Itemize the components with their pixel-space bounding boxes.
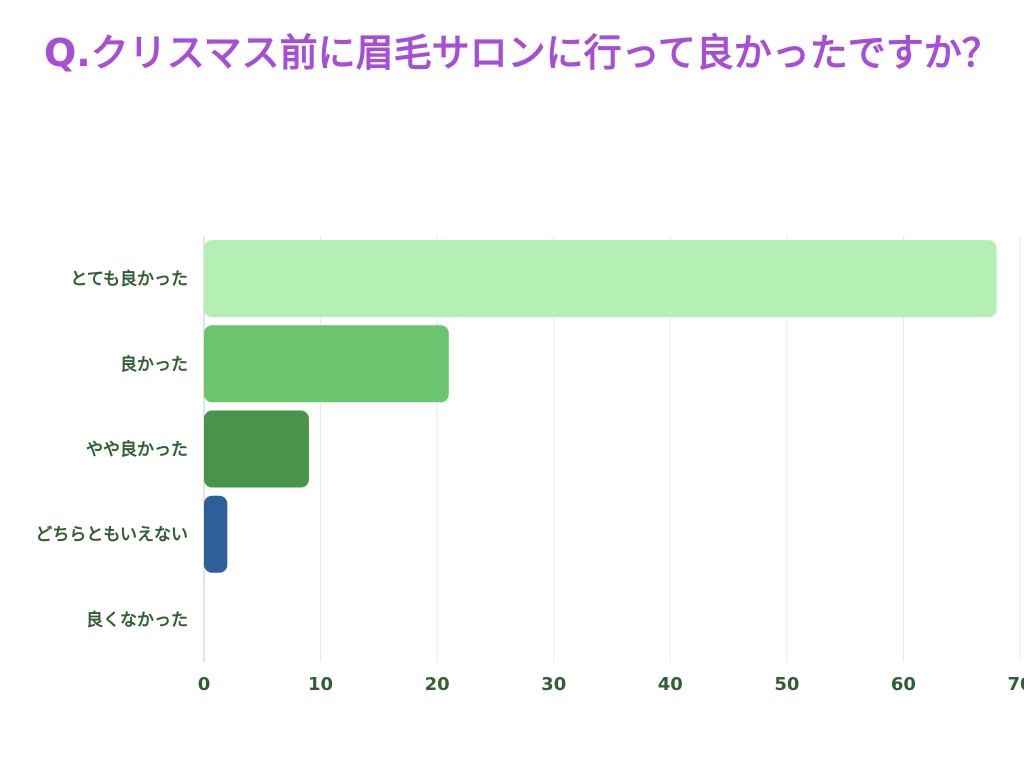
x-tick-label: 10 (308, 674, 333, 695)
x-tick-label: 0 (198, 674, 211, 695)
x-tick-label: 20 (425, 674, 450, 695)
category-label: 良くなかった (86, 609, 188, 630)
bar (204, 410, 309, 488)
bar (204, 325, 449, 403)
category-label: 良かった (120, 354, 188, 375)
x-tick-label: 50 (774, 674, 799, 695)
x-tick-label: 40 (658, 674, 683, 695)
bar (204, 240, 997, 318)
category-label: とても良かった (70, 269, 188, 290)
x-tick-label: 70 (1007, 674, 1024, 695)
x-tick-label: 60 (891, 674, 916, 695)
chart-title: Q.クリスマス前に眉毛サロンに行って良かったですか？ (44, 31, 1000, 75)
bar (204, 495, 228, 573)
x-tick-label: 30 (541, 674, 566, 695)
category-label: どちらともいえない (35, 525, 188, 545)
category-label: やや良かった (86, 439, 188, 460)
